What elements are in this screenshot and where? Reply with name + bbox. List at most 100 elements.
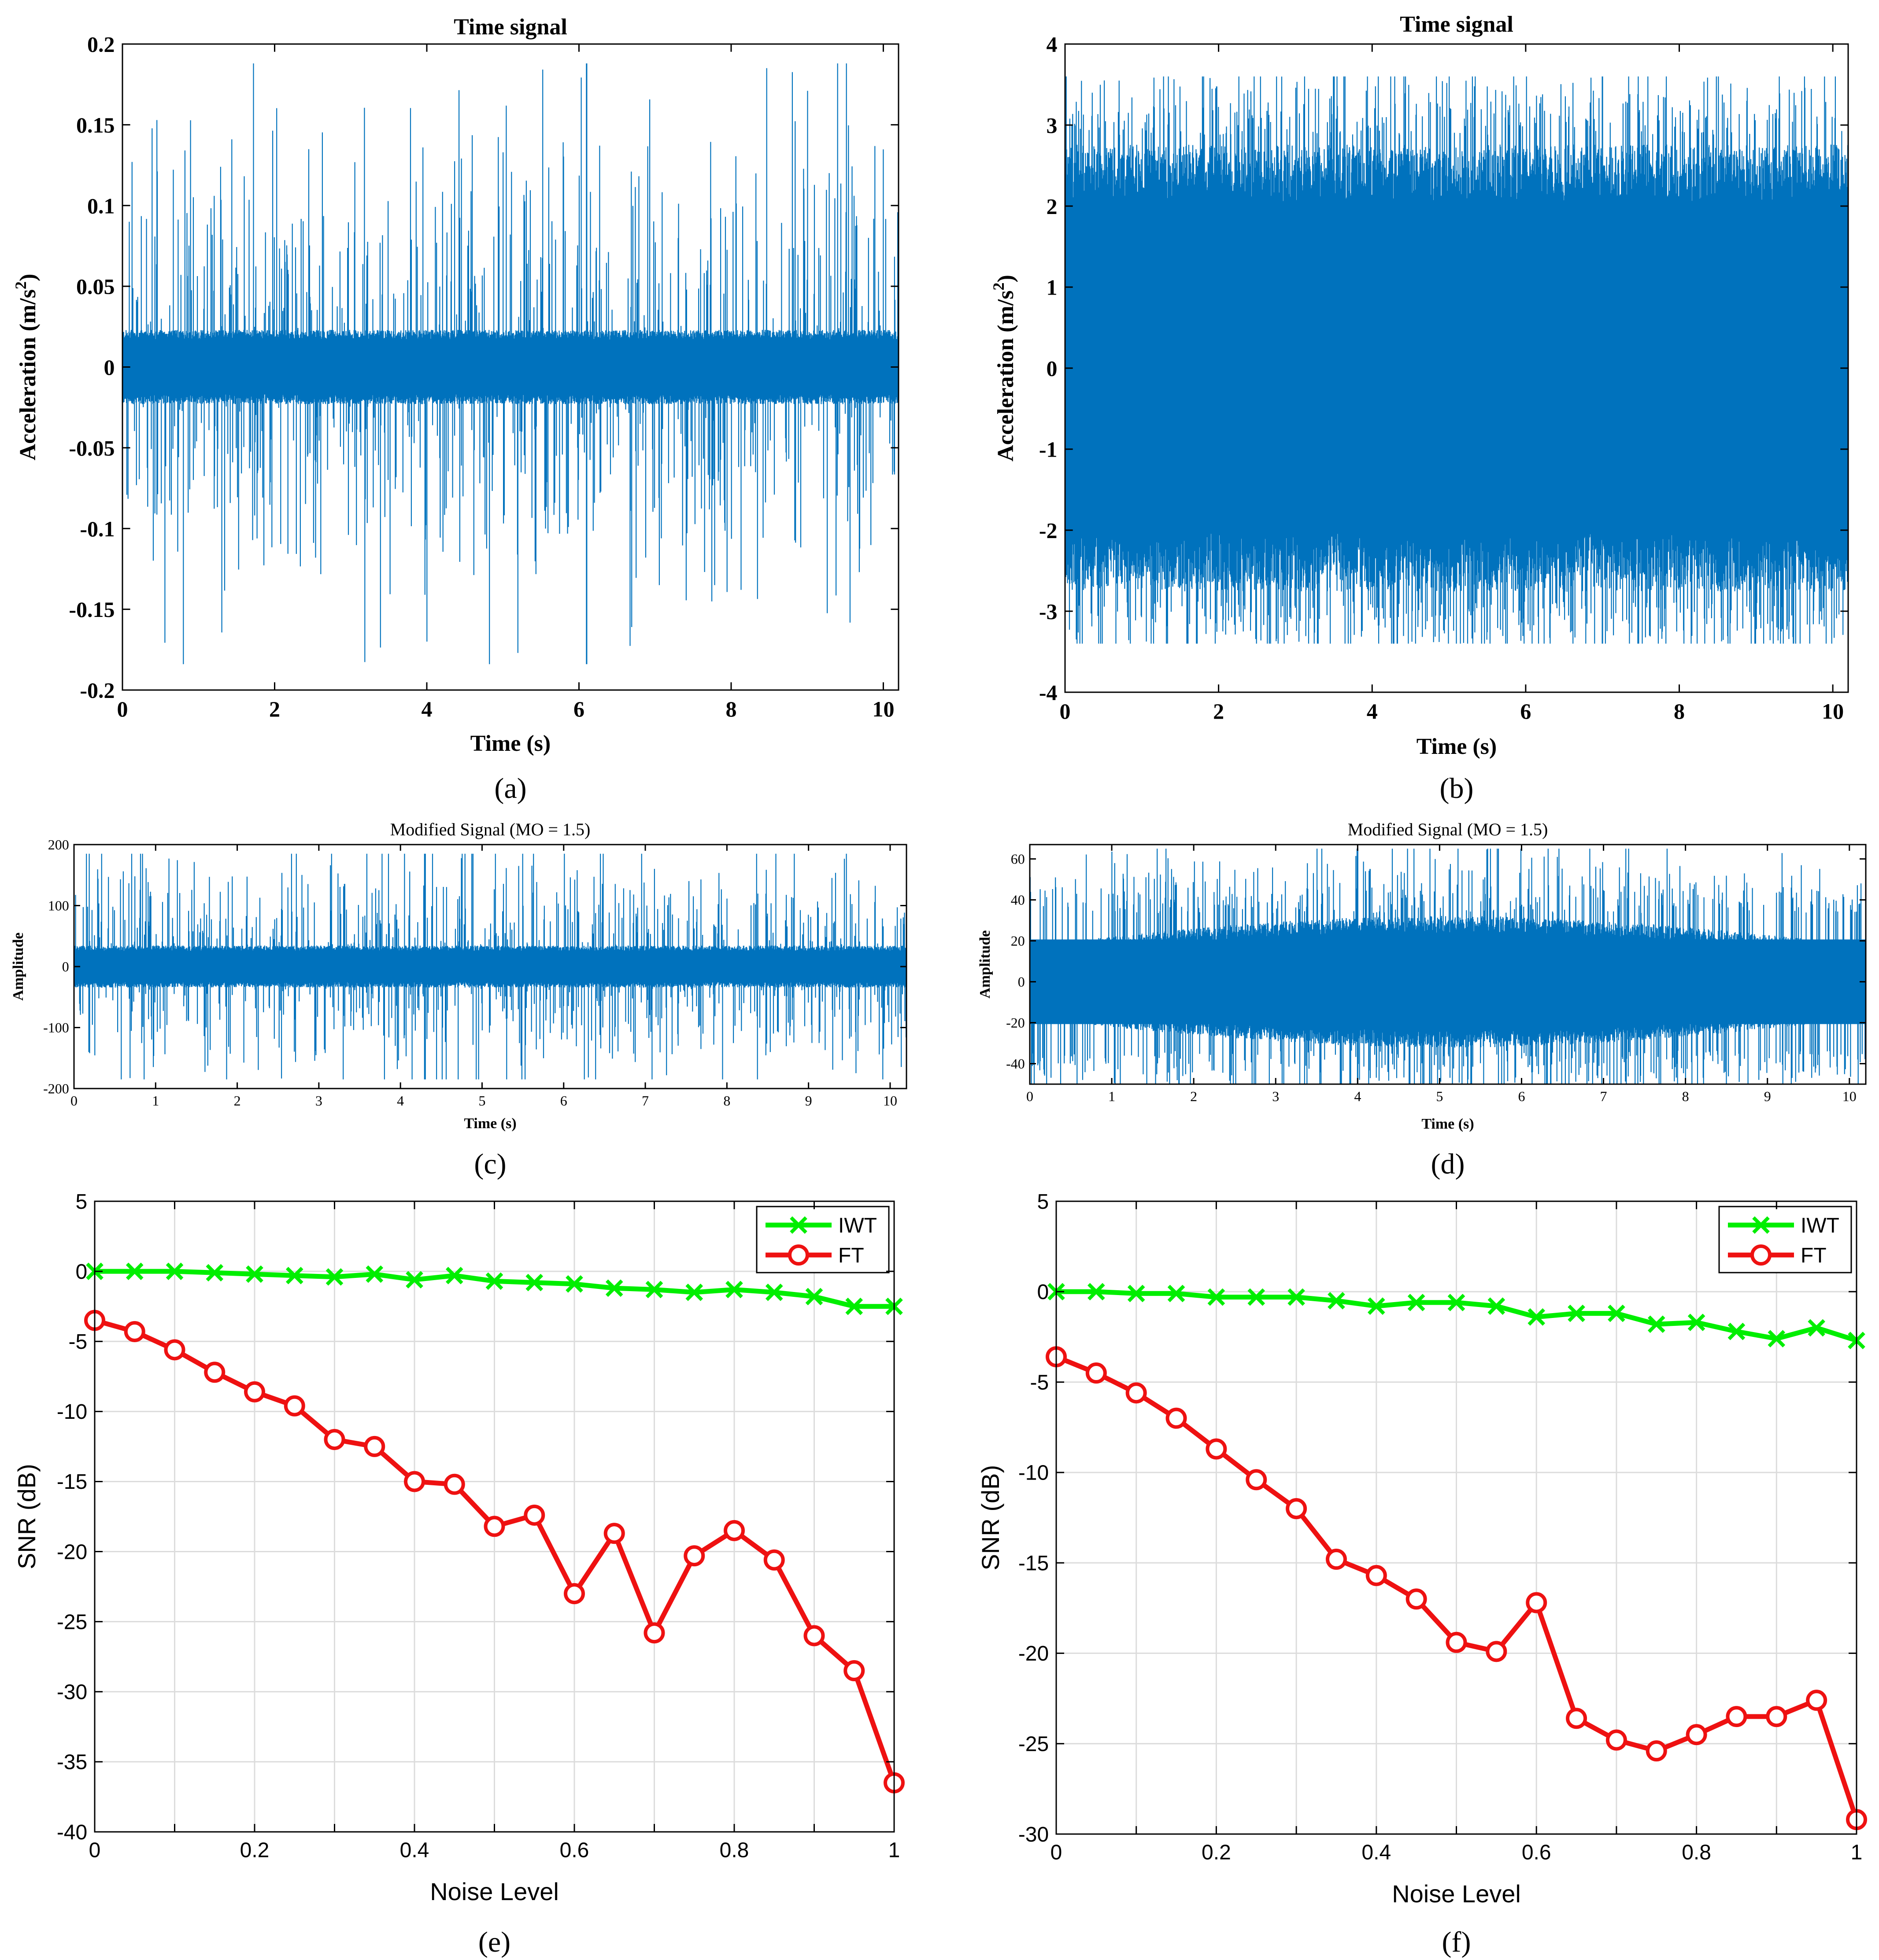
marker-x-stroke bbox=[1447, 1294, 1465, 1311]
marker-x-stroke bbox=[1367, 1297, 1385, 1315]
x-tick-label: 9 bbox=[1764, 1088, 1771, 1104]
y-tick-label: 40 bbox=[1011, 892, 1025, 908]
marker-o bbox=[1605, 1729, 1627, 1751]
y-tick-label: -15 bbox=[57, 1470, 87, 1494]
marker-x-stroke bbox=[805, 1288, 823, 1306]
marker-x bbox=[645, 1281, 663, 1299]
x-tick-label: 4 bbox=[421, 697, 432, 721]
signal-core-band bbox=[74, 951, 906, 982]
y-tick-label: 0 bbox=[1037, 1281, 1049, 1304]
marker-x-stroke bbox=[445, 1266, 463, 1285]
x-tick-label: 0.2 bbox=[1202, 1841, 1231, 1864]
marker-x-stroke bbox=[1608, 1304, 1625, 1322]
y-tick-label: -3 bbox=[1039, 599, 1058, 624]
marker-x bbox=[325, 1268, 344, 1286]
x-tick-label: 0.6 bbox=[1522, 1841, 1551, 1864]
y-axis-label: Amplitude bbox=[10, 933, 26, 1001]
y-tick-label: 2 bbox=[1047, 194, 1058, 219]
legend-label-ft: FT bbox=[838, 1244, 864, 1267]
marker-o bbox=[564, 1583, 585, 1605]
marker-o bbox=[1125, 1382, 1147, 1404]
y-tick-label: -40 bbox=[1006, 1056, 1025, 1072]
x-tick-label: 4 bbox=[1354, 1088, 1361, 1104]
legend-label-iwt: IWT bbox=[838, 1214, 877, 1237]
y-tick-label: -25 bbox=[1018, 1733, 1049, 1756]
marker-x-stroke bbox=[566, 1275, 583, 1293]
x-axis-label: Time (s) bbox=[464, 1115, 516, 1132]
panel-caption: (d) bbox=[1431, 1148, 1465, 1180]
y-tick-label: -2 bbox=[1039, 518, 1058, 543]
marker-o bbox=[803, 1625, 825, 1646]
y-axis-label: Acceleration (m/s2) bbox=[12, 274, 41, 461]
marker-o bbox=[763, 1549, 785, 1571]
marker-x bbox=[805, 1288, 823, 1306]
chart-d: 0 1 2 3 4 5 6 7 8 9 10 -40 -20 0 20 40 60 Modified Signal… bbox=[977, 819, 1867, 1180]
chart-c: 0 1 2 3 4 5 6 7 8 9 10 -200 -100 0 100 200 Modified Sign… bbox=[10, 819, 907, 1180]
marker-o bbox=[1206, 1438, 1227, 1460]
x-tick-label: 2 bbox=[1213, 699, 1224, 723]
y-axis-label-text: Amplitude bbox=[10, 933, 26, 1001]
y-tick-label: -15 bbox=[1018, 1552, 1049, 1575]
y-tick-label: -100 bbox=[43, 1020, 69, 1036]
chart-f: IWT FT 0 0.2 0.4 0.6 0.8 1 -30 -25 -20 -15 -10 -5 0 5 No… bbox=[976, 1190, 1867, 1958]
marker-x bbox=[605, 1279, 623, 1297]
x-tick-label: 6 bbox=[560, 1093, 567, 1108]
chart-title: Modified Signal (MO = 1.5) bbox=[390, 819, 591, 839]
x-tick-label: 0.6 bbox=[560, 1839, 589, 1862]
x-tick-label: 2 bbox=[1190, 1088, 1197, 1104]
legend-marker-o bbox=[1750, 1244, 1772, 1266]
marker-o bbox=[1806, 1690, 1827, 1711]
y-tick-label: -30 bbox=[57, 1681, 87, 1704]
marker-x-stroke bbox=[325, 1268, 344, 1286]
y-tick-label: 0 bbox=[62, 959, 69, 974]
series-ft bbox=[84, 1310, 905, 1794]
marker-o bbox=[1365, 1565, 1387, 1586]
marker-o bbox=[1526, 1592, 1547, 1613]
x-tick-label: 3 bbox=[315, 1093, 322, 1108]
y-tick-label: -20 bbox=[57, 1540, 87, 1564]
marker-x bbox=[445, 1266, 463, 1285]
y-tick-label: 5 bbox=[75, 1190, 87, 1214]
x-tick-label: 2 bbox=[234, 1093, 241, 1108]
chart-title: Time signal bbox=[1400, 12, 1513, 37]
marker-x-stroke bbox=[605, 1279, 623, 1297]
y-tick-label: -0.15 bbox=[69, 597, 115, 622]
x-tick-label: 1 bbox=[1108, 1088, 1115, 1104]
marker-o bbox=[1246, 1469, 1267, 1491]
panel-caption: (f) bbox=[1442, 1926, 1471, 1958]
y-tick-label: -35 bbox=[57, 1751, 87, 1774]
marker-x-stroke bbox=[1167, 1285, 1185, 1303]
x-axis-label: Noise Level bbox=[1392, 1880, 1521, 1908]
x-tick-label: 10 bbox=[1842, 1088, 1857, 1104]
y-tick-label: 0 bbox=[1047, 356, 1058, 381]
x-axis-label: Time (s) bbox=[1417, 734, 1497, 759]
x-axis-label: Time (s) bbox=[470, 731, 551, 756]
x-tick-label: 0 bbox=[1050, 1841, 1062, 1864]
marker-x-stroke bbox=[1808, 1319, 1825, 1337]
y-tick-label: -10 bbox=[57, 1400, 87, 1424]
y-axis-label: Amplitude bbox=[977, 930, 993, 999]
y-tick-label: -5 bbox=[69, 1330, 88, 1354]
marker-x bbox=[206, 1264, 224, 1282]
x-tick-label: 5 bbox=[1436, 1088, 1443, 1104]
signal-core-band bbox=[1065, 208, 1848, 528]
marker-o bbox=[244, 1381, 265, 1403]
marker-o bbox=[444, 1473, 465, 1495]
marker-x bbox=[1167, 1285, 1185, 1303]
y-tick-label: 0.1 bbox=[87, 193, 115, 218]
x-tick-label: 7 bbox=[1600, 1088, 1607, 1104]
axes-box bbox=[1029, 844, 1867, 1085]
x-tick-label: 2 bbox=[269, 697, 280, 721]
marker-x-stroke bbox=[1207, 1288, 1225, 1306]
y-axis-label-text: Acceleration (m/s bbox=[15, 289, 41, 460]
marker-x-stroke bbox=[206, 1264, 224, 1282]
chart-a: 0 2 4 6 8 10 -0.2 -0.15 -0.1 -0.05 0 0.05 0.1 0.15 0.2… bbox=[12, 15, 899, 805]
marker-x-stroke bbox=[1287, 1288, 1305, 1306]
x-tick-label: 4 bbox=[397, 1093, 404, 1108]
marker-o bbox=[1686, 1724, 1707, 1746]
marker-x-stroke bbox=[246, 1265, 263, 1283]
y-tick-label: 0 bbox=[75, 1260, 87, 1284]
marker-o bbox=[1486, 1641, 1507, 1662]
marker-x-stroke bbox=[1568, 1304, 1585, 1322]
